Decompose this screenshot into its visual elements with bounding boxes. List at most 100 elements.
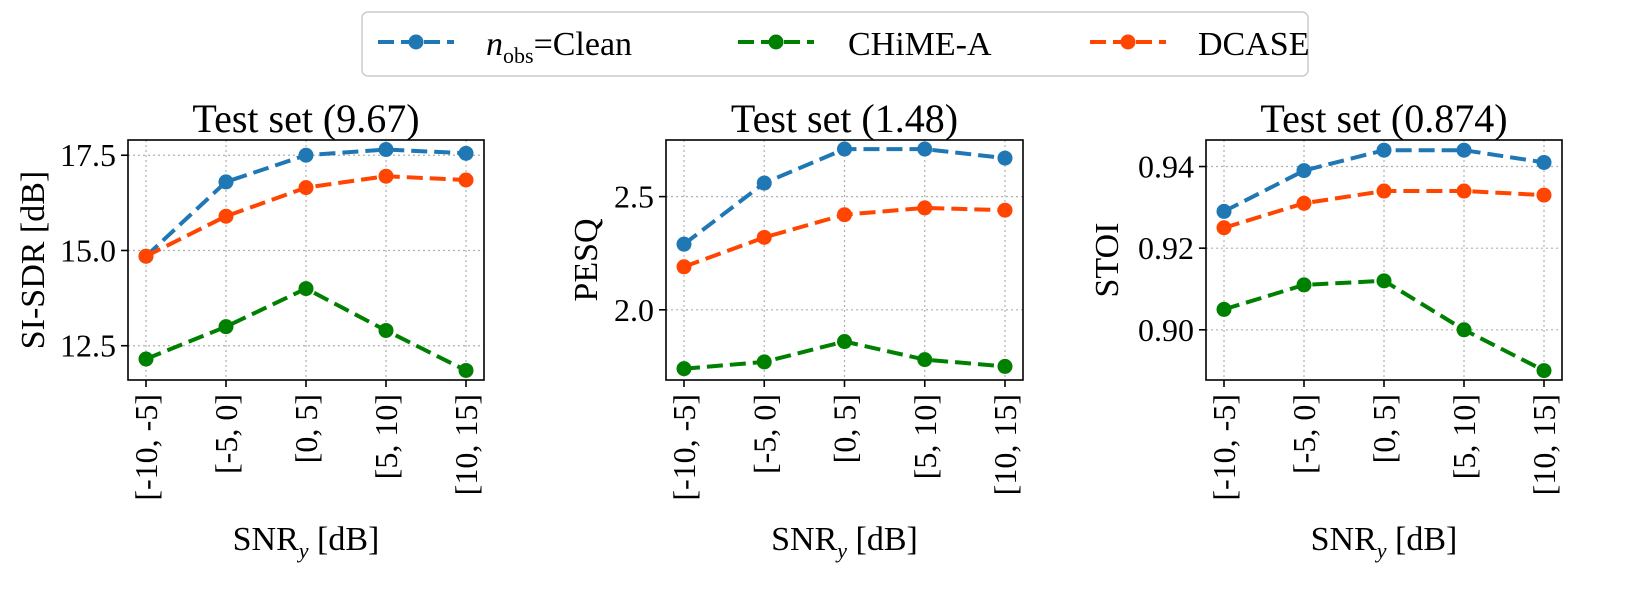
legend-entry-dcase: DCASE — [1090, 26, 1309, 63]
pesq-point-chime-4 — [997, 358, 1013, 374]
panel-si-sdr: 12.5 15.0 17.5 [-10, -5] [-5, 0] [0, 5] [5, 10… — [15, 96, 485, 563]
pesq-point-dcase-0 — [676, 259, 692, 275]
si-sdr-ytick-label-2: 17.5 — [60, 137, 116, 173]
pesq-point-clean-0 — [676, 236, 692, 252]
stoi-point-chime-0 — [1216, 301, 1232, 317]
stoi-ylabel: STOI — [1089, 223, 1126, 298]
stoi-xlabel-sub: y — [1375, 538, 1387, 563]
si-sdr-point-clean-2 — [298, 147, 314, 163]
pesq-point-clean-2 — [837, 141, 852, 157]
si-sdr-point-dcase-3 — [378, 168, 394, 184]
si-sdr-point-clean-1 — [218, 174, 234, 190]
pesq-point-clean-3 — [917, 141, 933, 157]
stoi-point-clean-1 — [1296, 163, 1312, 179]
pesq-point-dcase-3 — [917, 200, 933, 216]
si-sdr-point-dcase-1 — [218, 208, 234, 224]
stoi-point-dcase-0 — [1216, 220, 1232, 236]
legend-marker-chime — [768, 34, 784, 50]
stoi-title: Test set (0.874) — [1260, 96, 1507, 141]
panel-pesq: 2.0 2.5 [-10, -5] [-5, 0] [0, 5] [5, 10] [10, … — [568, 96, 1024, 563]
si-sdr-xlabel-unit: [dB] — [309, 521, 380, 558]
pesq-point-dcase-2 — [837, 207, 852, 223]
stoi-point-dcase-2 — [1376, 183, 1392, 199]
si-sdr-xtick-label-2: [0, 5] — [288, 394, 324, 463]
stoi-xtick-label-4: [10, 15] — [1526, 394, 1562, 495]
si-sdr-ylabel: SI-SDR [dB] — [15, 171, 52, 350]
legend-marker-clean — [408, 34, 424, 50]
pesq-xtick-label-0: [-10, -5] — [666, 394, 702, 501]
stoi-xtick-label-0: [-10, -5] — [1206, 394, 1242, 501]
legend-label-clean: nobs=Clean — [486, 26, 632, 68]
si-sdr-ytick-label-0: 12.5 — [60, 328, 116, 364]
si-sdr-point-chime-0 — [138, 351, 154, 367]
pesq-xlabel-unit: [dB] — [847, 521, 918, 558]
pesq-point-chime-0 — [676, 361, 692, 377]
pesq-xlabel-main: SNR — [771, 521, 837, 558]
pesq-point-chime-3 — [917, 352, 933, 368]
stoi-point-chime-1 — [1296, 277, 1312, 293]
legend: nobs=Clean CHiME-A DCASE — [361, 11, 1309, 77]
si-sdr-ytick-label-1: 15.0 — [60, 232, 116, 268]
pesq-point-dcase-4 — [997, 202, 1013, 218]
stoi-xtick-label-2: [0, 5] — [1366, 394, 1402, 463]
pesq-point-clean-4 — [997, 150, 1013, 166]
si-sdr-xlabel-main: SNR — [233, 521, 299, 558]
si-sdr-point-clean-3 — [378, 142, 394, 158]
stoi-xlabel-main: SNR — [1311, 521, 1377, 558]
stoi-point-clean-3 — [1456, 142, 1472, 158]
pesq-xtick-label-1: [-5, 0] — [746, 394, 782, 474]
legend-marker-dcase — [1120, 34, 1136, 50]
si-sdr-point-dcase-2 — [298, 180, 314, 196]
stoi-point-clean-2 — [1376, 142, 1392, 158]
stoi-point-chime-4 — [1536, 363, 1552, 379]
pesq-point-clean-1 — [756, 175, 772, 191]
si-sdr-xtick-label-4: [10, 15] — [448, 394, 484, 495]
stoi-ytick-label-2: 0.94 — [1138, 149, 1194, 185]
pesq-xlabel: SNRy [dB] — [771, 521, 918, 563]
stoi-xtick-label-3: [5, 10] — [1446, 394, 1482, 479]
stoi-point-clean-4 — [1536, 154, 1552, 170]
legend-frame — [361, 11, 1309, 77]
si-sdr-xlabel-sub: y — [297, 538, 309, 563]
pesq-point-chime-1 — [756, 354, 772, 370]
stoi-point-dcase-1 — [1296, 195, 1312, 211]
legend-label-chime: CHiME-A — [848, 26, 992, 63]
pesq-point-dcase-1 — [756, 229, 772, 245]
si-sdr-point-chime-3 — [378, 322, 394, 338]
pesq-xlabel-sub: y — [835, 538, 847, 563]
stoi-xtick-label-1: [-5, 0] — [1286, 394, 1322, 474]
pesq-ytick-label-1: 2.5 — [614, 179, 654, 215]
panel-stoi: 0.90 0.92 0.94 [-10, -5] [-5, 0] [0, 5] [5, 10… — [1089, 96, 1563, 563]
stoi-ytick-label-0: 0.90 — [1138, 312, 1194, 348]
si-sdr-point-chime-4 — [458, 362, 474, 378]
stoi-xlabel: SNRy [dB] — [1311, 521, 1458, 563]
si-sdr-xtick-label-0: [-10, -5] — [128, 394, 164, 501]
si-sdr-title: Test set (9.67) — [192, 96, 419, 141]
si-sdr-point-chime-2 — [298, 281, 314, 297]
si-sdr-point-dcase-0 — [138, 248, 154, 264]
pesq-xtick-label-2: [0, 5] — [827, 394, 863, 463]
stoi-xlabel-unit: [dB] — [1387, 521, 1458, 558]
stoi-point-chime-2 — [1376, 273, 1392, 289]
si-sdr-point-clean-4 — [458, 145, 474, 161]
pesq-xtick-label-3: [5, 10] — [907, 394, 943, 479]
legend-entry-chime: CHiME-A — [738, 26, 992, 63]
pesq-ytick-label-0: 2.0 — [614, 292, 654, 328]
stoi-point-chime-3 — [1456, 322, 1472, 338]
legend-entry-clean: nobs=Clean — [378, 26, 632, 68]
si-sdr-xtick-label-1: [-5, 0] — [208, 394, 244, 474]
legend-label-dcase: DCASE — [1198, 26, 1309, 63]
stoi-point-dcase-3 — [1456, 183, 1472, 199]
stoi-point-clean-0 — [1216, 203, 1232, 219]
pesq-xtick-label-4: [10, 15] — [987, 394, 1023, 495]
stoi-ytick-label-1: 0.92 — [1138, 230, 1194, 266]
pesq-title: Test set (1.48) — [731, 96, 958, 141]
pesq-ylabel: PESQ — [568, 218, 605, 301]
si-sdr-xlabel: SNRy [dB] — [233, 521, 380, 563]
si-sdr-point-chime-1 — [218, 319, 234, 335]
stoi-point-dcase-4 — [1536, 187, 1552, 203]
si-sdr-xtick-label-3: [5, 10] — [368, 394, 404, 479]
si-sdr-point-dcase-4 — [458, 172, 474, 188]
pesq-point-chime-2 — [837, 334, 852, 350]
